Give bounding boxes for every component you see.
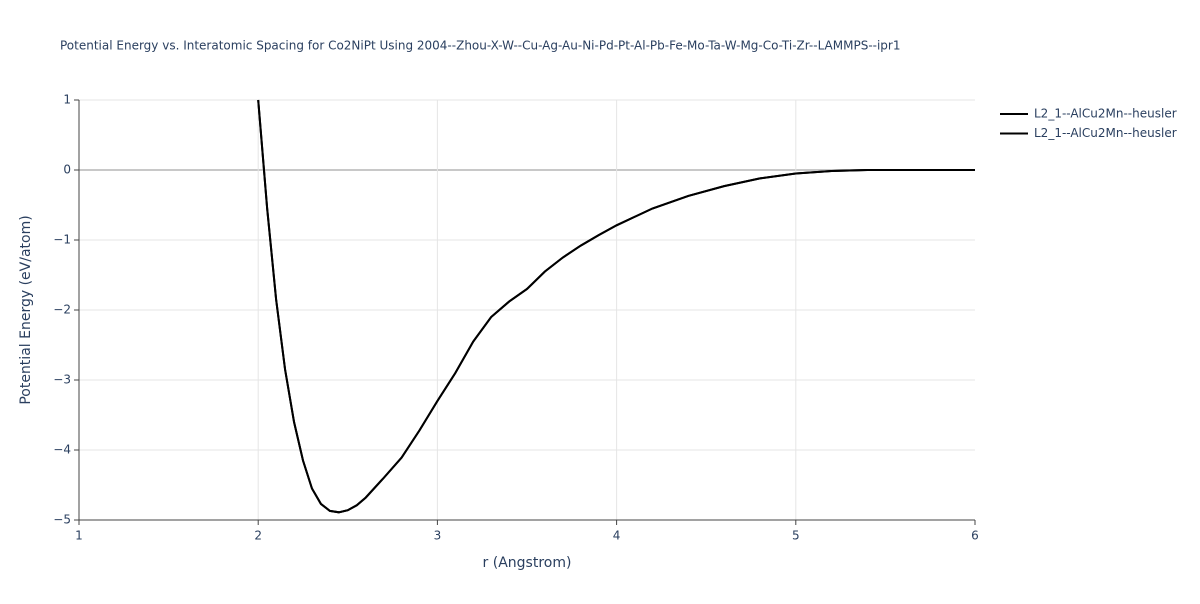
x-axis-label: r (Angstrom) — [483, 555, 572, 571]
x-tick-label: 4 — [613, 529, 621, 543]
x-tick-label: 2 — [254, 529, 262, 543]
y-tick-label: −1 — [53, 233, 71, 247]
x-tick-label: 6 — [971, 529, 979, 543]
y-tick-label: −2 — [53, 303, 71, 317]
y-tick-label: 1 — [63, 93, 71, 107]
y-tick-label: −5 — [53, 513, 71, 527]
x-tick-label: 5 — [792, 529, 800, 543]
x-tick-label: 3 — [434, 529, 442, 543]
legend-label: L2_1--AlCu2Mn--heusler — [1034, 107, 1177, 121]
y-tick-label: −4 — [53, 443, 71, 457]
y-tick-label: −3 — [53, 373, 71, 387]
y-axis-label: Potential Energy (eV/atom) — [18, 215, 34, 404]
series-line — [257, 99, 975, 514]
y-tick-label: 0 — [63, 163, 71, 177]
x-tick-label: 1 — [75, 529, 83, 543]
chart-title: Potential Energy vs. Interatomic Spacing… — [60, 39, 901, 53]
legend-label: L2_1--AlCu2Mn--heusler — [1034, 126, 1177, 140]
